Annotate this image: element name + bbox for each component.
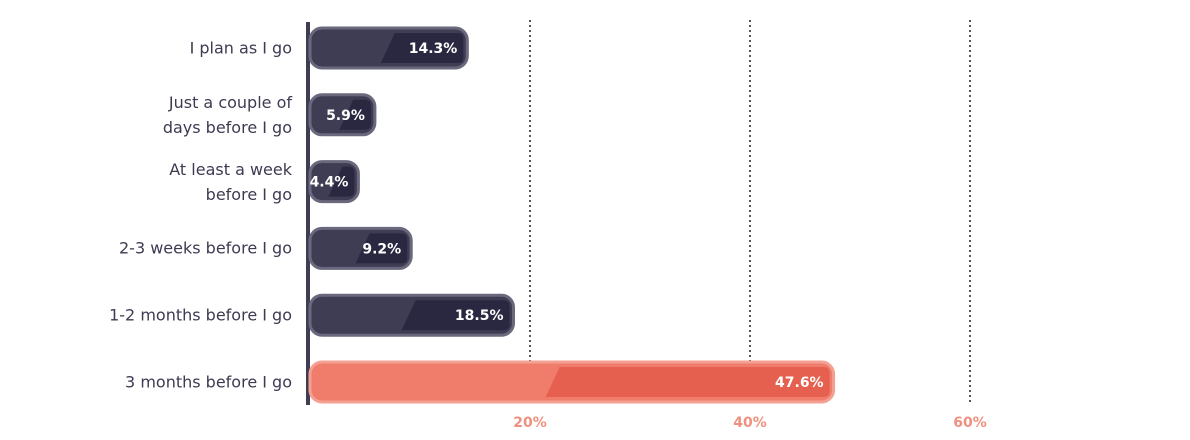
value-label: 4.4% — [310, 175, 349, 191]
category-label: 2-3 weeks before I go — [118, 238, 292, 258]
x-tick-label: 60% — [953, 415, 987, 431]
category-label: 1-2 months before I go — [109, 305, 292, 325]
category-label: At least a week before I go — [169, 159, 292, 204]
value-label: 18.5% — [455, 308, 504, 324]
value-label: 47.6% — [775, 375, 824, 391]
bar-shade — [328, 166, 355, 197]
category-label: 3 months before I go — [125, 372, 292, 392]
category-label: Just a couple of days before I go — [162, 92, 292, 137]
x-tick-label: 40% — [733, 415, 767, 431]
category-label: I plan as I go — [189, 38, 292, 58]
value-label: 9.2% — [362, 241, 401, 257]
bar-shade — [339, 99, 371, 130]
value-label: 14.3% — [409, 41, 458, 57]
bar-shade — [355, 233, 408, 264]
x-tick-label: 20% — [513, 415, 547, 431]
value-label: 5.9% — [326, 108, 365, 124]
bar-shade — [545, 367, 830, 397]
bar-shade — [401, 300, 510, 331]
bar-shade — [380, 33, 464, 63]
